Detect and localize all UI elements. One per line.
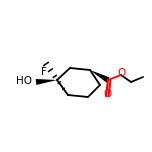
Text: HO: HO (16, 76, 32, 86)
Text: F: F (41, 67, 47, 77)
Text: O: O (103, 89, 111, 99)
Polygon shape (90, 70, 109, 83)
Text: O: O (118, 68, 126, 78)
Polygon shape (36, 79, 57, 85)
